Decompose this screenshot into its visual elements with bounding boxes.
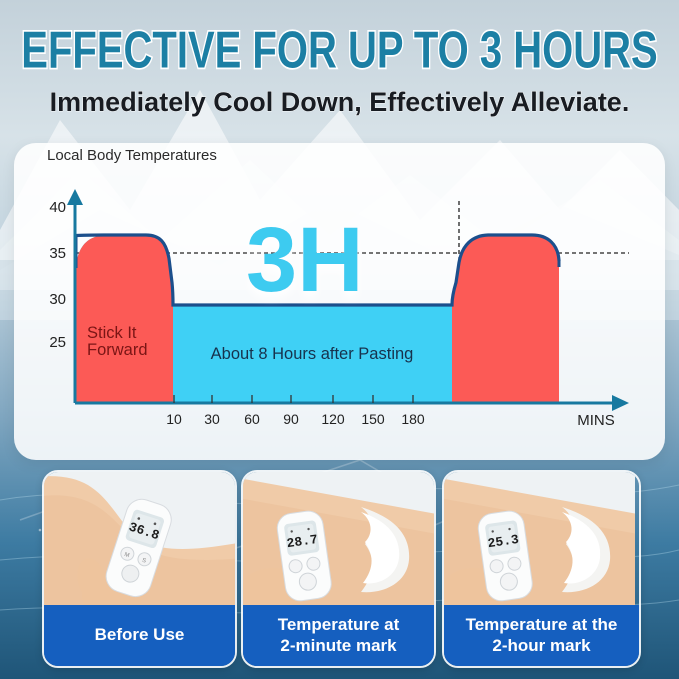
svg-text:90: 90 (283, 411, 299, 427)
svg-text:3H: 3H (246, 209, 364, 311)
svg-text:150: 150 (361, 411, 385, 427)
svg-text:35: 35 (49, 245, 66, 262)
svg-text:Stick It: Stick It (87, 324, 137, 342)
svg-text:25: 25 (49, 334, 66, 351)
svg-text:30: 30 (49, 291, 66, 308)
svg-text:60: 60 (244, 411, 260, 427)
svg-text:30: 30 (204, 411, 220, 427)
svg-text:About 8 Hours after Pasting: About 8 Hours after Pasting (211, 345, 414, 363)
svg-text:10: 10 (166, 411, 182, 427)
svg-text:180: 180 (401, 411, 425, 427)
svg-text:MINS: MINS (577, 412, 615, 429)
svg-text:Local Body Temperatures: Local Body Temperatures (47, 147, 217, 164)
svg-text:120: 120 (321, 411, 345, 427)
svg-text:40: 40 (49, 199, 66, 216)
svg-text:Forward: Forward (87, 341, 148, 359)
